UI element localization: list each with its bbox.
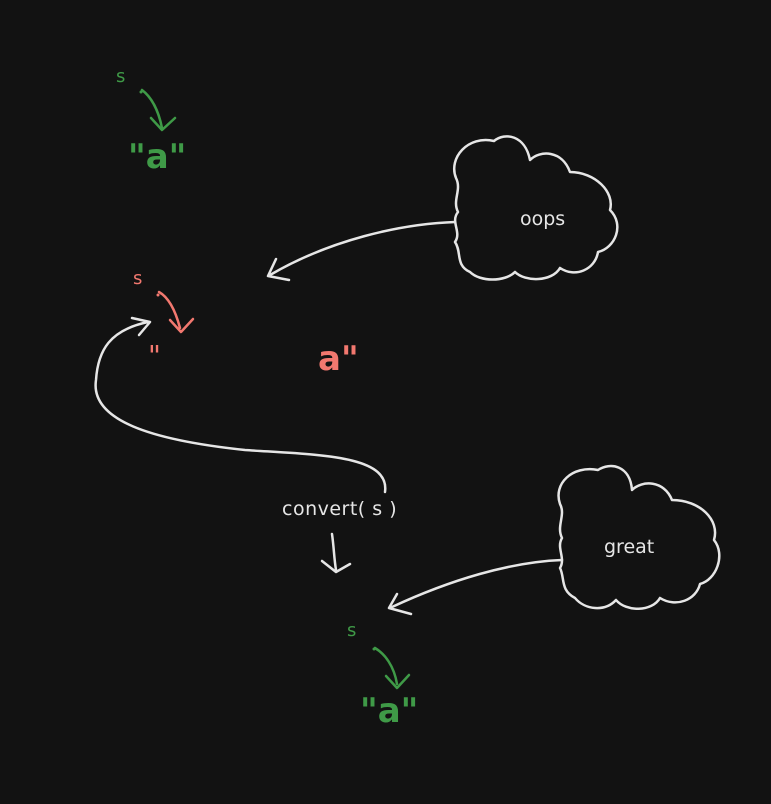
great-arrow (387, 558, 564, 616)
middle-reference-arrow (157, 290, 195, 334)
bottom-reference-arrow (373, 646, 411, 690)
convert-call: convert( s ) (282, 498, 398, 520)
bottom-arrow-dot (372, 647, 376, 651)
oops-arrow (266, 220, 457, 282)
middle-variable-label: s (133, 268, 143, 289)
bottom-cloud-shape (557, 464, 721, 610)
top-cloud-label: oops (520, 208, 566, 230)
middle-open-quote: " (148, 339, 161, 372)
middle-detached-value: a" (318, 339, 359, 379)
top-cloud-shape (453, 135, 619, 281)
middle-arrow-dot (156, 293, 160, 297)
bottom-variable-label: s (347, 620, 357, 641)
top-string-value: "a" (128, 137, 187, 177)
top-reference-arrow (140, 88, 177, 132)
top-variable-label: s (116, 66, 126, 87)
top-arrow-dot (139, 90, 143, 94)
convert-feedback-arrow (94, 316, 387, 494)
bottom-string-value: "a" (360, 691, 419, 731)
convert-down-arrow (320, 532, 352, 574)
bottom-cloud-label: great (604, 536, 655, 558)
